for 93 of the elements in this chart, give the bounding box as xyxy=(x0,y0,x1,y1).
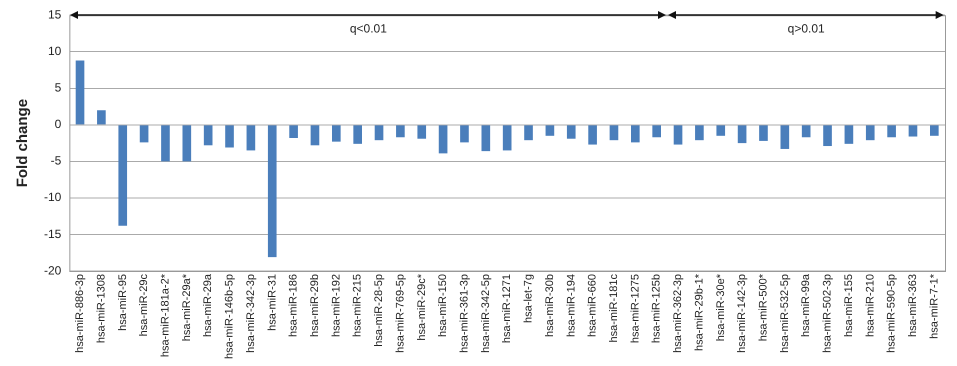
x-tick-label: hsa-miR-99a xyxy=(800,273,812,337)
bar xyxy=(310,125,320,146)
x-tick-label: hsa-miR-1271 xyxy=(501,274,514,344)
y-tick-label: -5 xyxy=(50,154,62,168)
x-tick-label: hsa-miR-502-3p xyxy=(822,274,834,353)
bar xyxy=(396,125,405,138)
bar xyxy=(930,125,939,136)
bar xyxy=(374,125,384,140)
bar xyxy=(118,125,128,226)
bar xyxy=(887,125,896,138)
bar xyxy=(738,125,746,144)
bar xyxy=(630,125,640,142)
x-tick-label: hsa-miR-500* xyxy=(757,273,770,342)
x-tick-label: hsa-miR-660 xyxy=(586,274,599,337)
bar xyxy=(76,60,84,124)
bar xyxy=(332,125,341,142)
bar xyxy=(610,125,618,140)
bar xyxy=(695,125,704,140)
bar xyxy=(204,125,212,146)
x-tick-label: hsa-miR-29a xyxy=(202,273,214,337)
bar xyxy=(438,125,448,154)
bar xyxy=(481,125,490,152)
x-tick-label: hsa-miR-362-3p xyxy=(672,274,684,353)
bar xyxy=(566,125,576,139)
x-tick-label: hsa-miR-181a-2* xyxy=(159,273,172,358)
bar xyxy=(780,125,790,149)
x-tick-label: hsa-miR-146b-5p xyxy=(224,274,236,360)
bar xyxy=(524,125,533,140)
x-tick-label: hsa-miR-181c xyxy=(608,274,620,342)
bar xyxy=(97,110,106,124)
bar xyxy=(268,125,277,258)
bar xyxy=(866,125,875,140)
y-tick-label: -10 xyxy=(44,190,62,204)
x-tick-label: hsa-miR-29a* xyxy=(180,273,193,342)
x-tick-label: hsa-miR-1275 xyxy=(629,274,642,344)
x-tick-label: hsa-miR-532-5p xyxy=(778,274,791,353)
x-tick-label: hsa-miR-1308 xyxy=(95,274,108,344)
x-tick-label: hsa-miR-29c* xyxy=(416,273,428,341)
bar xyxy=(823,125,832,146)
x-tick-label: hsa-miR-95 xyxy=(116,274,129,331)
bar xyxy=(716,125,726,136)
x-tick-label: hsa-miR-28-5p xyxy=(373,274,386,347)
annotation: q>0.01 xyxy=(788,22,826,36)
x-tick-label: hsa-miR-769-5p xyxy=(394,274,406,353)
bar xyxy=(140,125,148,142)
x-tick-label: hsa-miR-150 xyxy=(437,274,450,337)
bar xyxy=(546,125,554,136)
bar xyxy=(802,125,810,138)
y-tick-label: 0 xyxy=(54,117,62,132)
bar xyxy=(502,125,512,150)
annotation: q<0.01 xyxy=(350,22,388,36)
x-tick-label: hsa-miR-342-3p xyxy=(244,274,257,353)
bar xyxy=(652,125,661,138)
y-tick-label: 5 xyxy=(54,80,62,95)
bar xyxy=(161,125,170,162)
x-tick-label: hsa-miR-29c xyxy=(138,274,150,336)
x-tick-label: hsa-miR-29b xyxy=(308,274,321,337)
x-tick-label: hsa-miR-155 xyxy=(842,274,855,337)
x-tick-label: hsa-miR-590-5p xyxy=(886,274,898,353)
x-tick-label: hsa-miR-363 xyxy=(906,274,919,337)
y-tick-label: 10 xyxy=(48,44,62,58)
x-tick-label: hsa-miR-7-1* xyxy=(928,273,940,339)
x-tick-label: hsa-miR-30b xyxy=(544,274,556,337)
x-tick-label: hsa-miR-30e* xyxy=(714,273,727,342)
x-tick-label: hsa-miR-210 xyxy=(864,274,876,337)
x-tick-label: hsa-miR-186 xyxy=(288,274,300,337)
y-tick-label: -15 xyxy=(44,226,62,241)
bar xyxy=(844,125,854,144)
x-tick-label: hsa-miR-31 xyxy=(266,274,278,331)
bar xyxy=(460,125,469,142)
x-tick-label: hsa-miR-342-5p xyxy=(480,274,492,353)
bar xyxy=(353,125,362,144)
x-tick-label: hsa-miR-192 xyxy=(330,274,342,337)
bar xyxy=(674,125,682,145)
x-tick-label: hsa-miR-29b-1* xyxy=(693,273,706,352)
x-tick-label: hsa-let-7g xyxy=(522,274,535,323)
x-tick-label: hsa-miR-361-3p xyxy=(458,274,470,353)
bar xyxy=(417,125,426,139)
bar xyxy=(246,125,256,150)
bar xyxy=(225,125,234,148)
bar xyxy=(759,125,768,141)
bar xyxy=(182,125,192,162)
bar xyxy=(289,125,298,138)
x-tick-label: hsa-miR-886-3p xyxy=(74,274,86,353)
y-tick-label: -20 xyxy=(44,263,62,278)
x-tick-label: hsa-miR-215 xyxy=(352,274,364,337)
bar xyxy=(908,125,918,137)
y-axis-title: Fold change xyxy=(14,98,32,188)
x-tick-label: hsa-miR-142-3p xyxy=(736,274,748,353)
x-tick-label: hsa-miR-125b xyxy=(650,274,663,344)
y-tick-label: 15 xyxy=(48,8,62,22)
bar xyxy=(588,125,597,145)
x-tick-label: hsa-miR-194 xyxy=(565,274,578,337)
